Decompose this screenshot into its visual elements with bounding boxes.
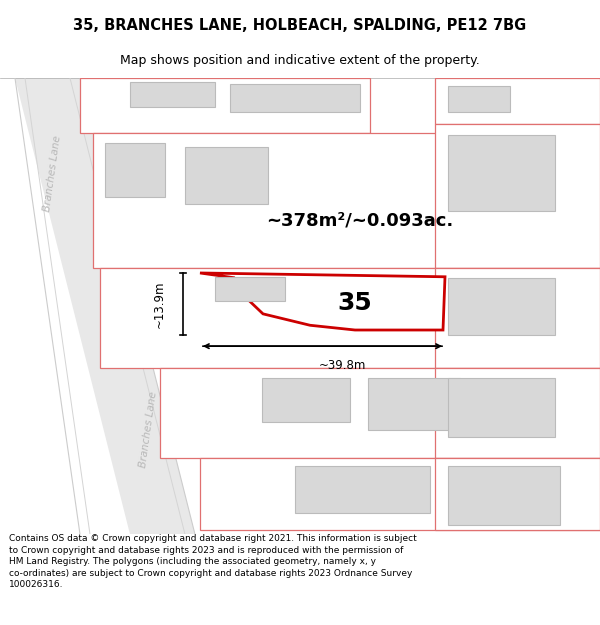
- Polygon shape: [435, 458, 600, 529]
- Polygon shape: [130, 82, 215, 107]
- Text: 35: 35: [338, 291, 373, 316]
- Text: Branches Lane: Branches Lane: [137, 391, 158, 469]
- Polygon shape: [200, 458, 600, 529]
- Polygon shape: [185, 146, 268, 204]
- Polygon shape: [448, 378, 555, 438]
- Polygon shape: [448, 278, 555, 335]
- Polygon shape: [100, 268, 600, 368]
- Polygon shape: [435, 78, 600, 124]
- Polygon shape: [262, 378, 350, 423]
- Polygon shape: [435, 124, 600, 268]
- Polygon shape: [295, 466, 430, 514]
- Polygon shape: [93, 133, 600, 268]
- Text: Map shows position and indicative extent of the property.: Map shows position and indicative extent…: [120, 54, 480, 68]
- Polygon shape: [230, 84, 360, 112]
- Polygon shape: [448, 86, 510, 112]
- Text: Contains OS data © Crown copyright and database right 2021. This information is : Contains OS data © Crown copyright and d…: [9, 534, 417, 589]
- Polygon shape: [215, 277, 285, 301]
- Text: Branches Lane: Branches Lane: [41, 134, 62, 212]
- Polygon shape: [160, 368, 600, 458]
- Text: ~378m²/~0.093ac.: ~378m²/~0.093ac.: [266, 212, 454, 230]
- Polygon shape: [105, 142, 165, 197]
- Text: ~39.8m: ~39.8m: [319, 359, 366, 372]
- Text: 35, BRANCHES LANE, HOLBEACH, SPALDING, PE12 7BG: 35, BRANCHES LANE, HOLBEACH, SPALDING, P…: [73, 18, 527, 32]
- Polygon shape: [435, 268, 600, 368]
- Polygon shape: [448, 135, 555, 211]
- Text: ~13.9m: ~13.9m: [152, 280, 166, 328]
- Polygon shape: [448, 466, 560, 525]
- Polygon shape: [435, 368, 600, 458]
- Polygon shape: [15, 78, 195, 534]
- Polygon shape: [200, 273, 445, 330]
- Polygon shape: [80, 78, 370, 133]
- Polygon shape: [368, 378, 460, 430]
